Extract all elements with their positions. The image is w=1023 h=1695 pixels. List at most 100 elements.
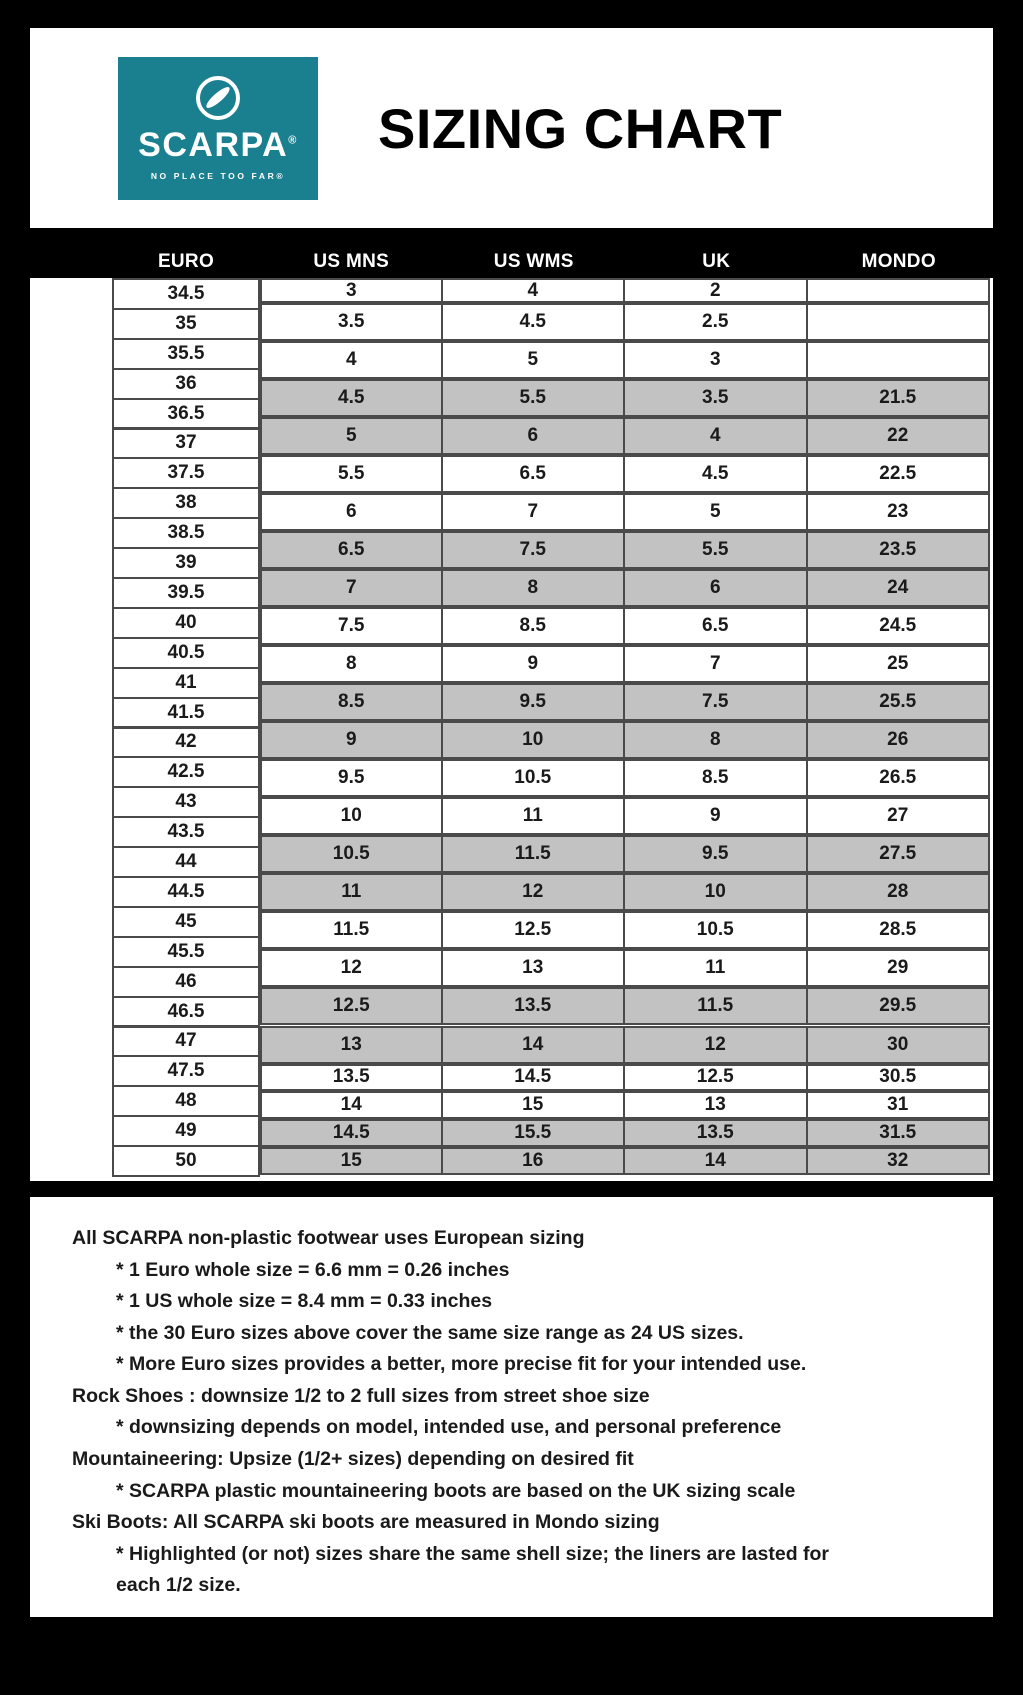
euro-size-cell: 46 xyxy=(112,965,260,998)
cell-mondo: 32 xyxy=(808,1149,990,1173)
table-row: 11 12 10 28 xyxy=(260,873,990,912)
cell-mondo xyxy=(808,343,990,378)
cell-us-mns: 3.5 xyxy=(260,305,443,340)
euro-size-cell: 44 xyxy=(112,846,260,878)
euro-size-cell: 47 xyxy=(112,1025,260,1058)
cell-us-wms: 6 xyxy=(443,419,625,454)
cell-uk: 5 xyxy=(625,495,808,530)
cell-us-wms: 9 xyxy=(443,647,625,682)
cell-us-mns: 6 xyxy=(260,495,443,530)
footer-line: * More Euro sizes provides a better, mor… xyxy=(116,1353,807,1376)
cell-us-wms: 6.5 xyxy=(443,457,625,492)
cell-us-mns: 12.5 xyxy=(260,989,443,1024)
cell-us-wms: 15.5 xyxy=(443,1121,625,1146)
cell-us-mns: 4.5 xyxy=(260,381,443,416)
cell-mondo: 25 xyxy=(808,647,990,682)
cell-us-wms: 11 xyxy=(443,799,625,834)
cell-uk: 6 xyxy=(625,571,808,606)
cell-mondo: 23 xyxy=(808,495,990,530)
euro-size-cell: 35.5 xyxy=(112,337,260,370)
cell-us-mns: 4 xyxy=(260,343,443,378)
cell-us-wms: 12 xyxy=(443,875,625,910)
scarpa-logo: SCARPA® NO PLACE TOO FAR® xyxy=(118,56,318,200)
table-row: 15 16 14 32 xyxy=(260,1147,990,1175)
cell-mondo: 29.5 xyxy=(808,989,990,1024)
cell-us-wms: 14.5 xyxy=(443,1065,625,1090)
table-row: 9 10 8 26 xyxy=(260,721,990,760)
footer-line: * Highlighted (or not) sizes share the s… xyxy=(116,1542,830,1565)
cell-us-mns: 11 xyxy=(260,875,443,910)
footer-line: each 1/2 size. xyxy=(116,1574,241,1597)
cell-uk: 6.5 xyxy=(625,609,808,644)
cell-us-mns: 7.5 xyxy=(260,609,443,644)
table-row: 5.5 6.5 4.5 22.5 xyxy=(260,455,990,494)
euro-size-cell: 41 xyxy=(112,666,260,699)
cell-uk: 13.5 xyxy=(625,1121,808,1146)
cell-us-mns: 14 xyxy=(260,1093,443,1118)
cell-mondo: 23.5 xyxy=(808,533,990,568)
euro-size-cell: 49 xyxy=(112,1115,260,1148)
cell-uk: 8.5 xyxy=(625,761,808,796)
cell-us-mns: 9 xyxy=(260,723,443,758)
euro-size-cell: 41.5 xyxy=(112,696,260,729)
registered-mark: ® xyxy=(288,134,298,147)
table-row: 13 14 12 30 xyxy=(260,1025,990,1064)
header-panel: SCARPA® NO PLACE TOO FAR® SIZING CHART xyxy=(30,28,993,228)
cell-us-mns: 12 xyxy=(260,951,443,986)
cell-us-wms: 16 xyxy=(443,1149,625,1173)
cell-uk: 8 xyxy=(625,723,808,758)
cell-us-wms: 11.5 xyxy=(443,837,625,872)
cell-uk: 4 xyxy=(625,419,808,454)
cell-us-wms: 13 xyxy=(443,951,625,986)
cell-mondo: 28 xyxy=(808,875,990,910)
table-row: 6 7 5 23 xyxy=(260,493,990,532)
scarpa-circle-logo-icon xyxy=(196,75,240,120)
cell-us-mns: 6.5 xyxy=(260,533,443,568)
euro-size-cell: 42 xyxy=(112,726,260,759)
footer-line: Ski Boots: All SCARPA ski boots are meas… xyxy=(72,1511,660,1534)
cell-us-wms: 9.5 xyxy=(443,685,625,720)
cell-us-mns: 9.5 xyxy=(260,761,443,796)
cell-us-wms: 15 xyxy=(443,1093,625,1118)
cell-mondo: 29 xyxy=(808,951,990,986)
cell-mondo: 22.5 xyxy=(808,457,990,492)
cell-uk: 12 xyxy=(625,1027,808,1062)
euro-size-cell: 40 xyxy=(112,606,260,639)
cell-mondo: 30.5 xyxy=(808,1065,990,1090)
cell-mondo: 27 xyxy=(808,799,990,834)
cell-us-wms: 13.5 xyxy=(443,989,625,1024)
euro-size-cell: 34.5 xyxy=(112,278,260,310)
column-header-euro: EURO xyxy=(157,251,215,272)
euro-size-cell: 37 xyxy=(112,427,260,460)
euro-size-cell: 45.5 xyxy=(112,935,260,968)
sizing-table-section: EURO US MNS US WMS UK MONDO 34.5 35 35.5 36 36.5 3… xyxy=(30,246,993,1181)
cell-us-mns: 5 xyxy=(260,419,443,454)
footer-line: * the 30 Euro sizes above cover the same… xyxy=(116,1321,744,1344)
cell-us-wms: 5 xyxy=(443,343,625,378)
table-row: 14 15 13 31 xyxy=(260,1091,990,1120)
euro-size-cell: 46.5 xyxy=(112,995,260,1028)
cell-mondo xyxy=(808,305,990,340)
cell-mondo: 22 xyxy=(808,419,990,454)
sizing-table: EURO US MNS US WMS UK MONDO 34.5 35 35.5 36 36.5 3… xyxy=(30,246,993,1181)
cell-us-mns: 13.5 xyxy=(260,1065,443,1090)
cell-us-wms: 10.5 xyxy=(443,761,625,796)
cell-us-mns: 10 xyxy=(260,799,443,834)
cell-uk: 9 xyxy=(625,799,808,834)
cell-uk: 10.5 xyxy=(625,913,808,948)
table-row: 14.5 15.5 13.5 31.5 xyxy=(260,1119,990,1148)
cell-us-wms: 8.5 xyxy=(443,609,625,644)
cell-uk: 2 xyxy=(625,280,808,302)
table-row: 8.5 9.5 7.5 25.5 xyxy=(260,683,990,722)
cell-uk: 7.5 xyxy=(625,685,808,720)
euro-size-cell: 48 xyxy=(112,1085,260,1118)
footer-line: All SCARPA non-plastic footwear uses Eur… xyxy=(72,1227,585,1249)
euro-size-cell: 43.5 xyxy=(112,816,260,849)
table-row: 7.5 8.5 6.5 24.5 xyxy=(260,607,990,646)
cell-us-wms: 10 xyxy=(443,723,625,758)
cell-mondo: 30 xyxy=(808,1027,990,1062)
cell-uk: 12.5 xyxy=(625,1065,808,1090)
cell-uk: 11.5 xyxy=(625,989,808,1024)
